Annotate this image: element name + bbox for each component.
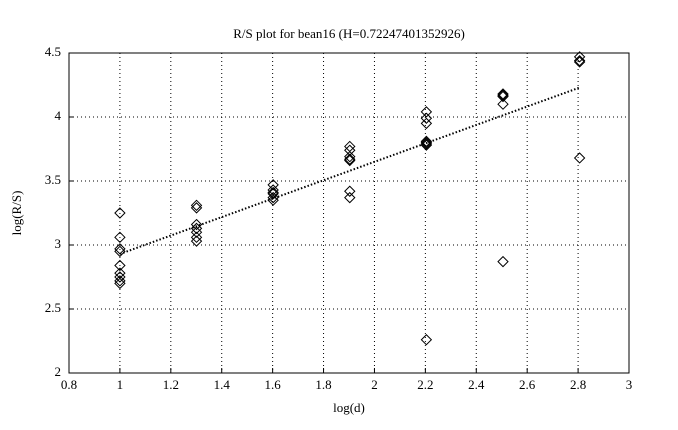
- point: [344, 140, 356, 153]
- x-tick-label: 2.2: [417, 377, 433, 392]
- y-tick-label: 4: [55, 108, 62, 123]
- point: [573, 54, 586, 67]
- y-axis-label: log(R/S): [9, 191, 24, 236]
- point: [344, 191, 356, 204]
- point: [344, 150, 356, 163]
- point: [267, 186, 279, 199]
- point: [573, 51, 586, 63]
- point: [420, 117, 433, 130]
- point: [420, 112, 433, 124]
- point: [420, 334, 433, 346]
- y-tick-label: 3.5: [45, 172, 61, 187]
- y-tick-label: 3: [55, 236, 62, 251]
- point: [497, 255, 509, 268]
- point: [267, 188, 279, 200]
- point: [497, 90, 509, 103]
- point: [114, 275, 126, 287]
- plot-frame: [68, 52, 630, 374]
- point: [190, 226, 203, 238]
- y-tick-label: 2.5: [45, 300, 61, 315]
- point: [267, 194, 279, 206]
- point: [344, 153, 356, 165]
- point: [114, 231, 126, 244]
- point: [420, 135, 433, 148]
- point: [573, 152, 586, 164]
- point: [420, 106, 433, 118]
- point: [497, 89, 509, 101]
- x-axis-label: log(d): [333, 400, 365, 415]
- point: [190, 202, 203, 214]
- x-tick-label: 1.4: [214, 377, 231, 392]
- point: [114, 277, 126, 290]
- point: [190, 231, 203, 244]
- y-tick-label: 2: [55, 364, 62, 379]
- point: [497, 98, 509, 110]
- x-tick-label: 2.8: [570, 377, 586, 392]
- x-tick-label: 1.2: [163, 377, 179, 392]
- point: [114, 271, 126, 283]
- x-tick-label: 2.4: [468, 377, 485, 392]
- point: [267, 191, 279, 204]
- point: [344, 154, 356, 167]
- point: [114, 207, 126, 219]
- point: [190, 199, 203, 212]
- x-tick-label: 3: [626, 377, 633, 392]
- chart-title: R/S plot for bean16 (H=0.72247401352926): [233, 26, 465, 41]
- point: [190, 218, 203, 231]
- x-tick-label: 2.6: [519, 377, 536, 392]
- x-tick-label: 0.8: [61, 377, 77, 392]
- point: [114, 245, 126, 258]
- x-tick-label: 1.8: [315, 377, 331, 392]
- y-tick-label: 4.5: [45, 44, 61, 59]
- x-tick-label: 1: [117, 377, 124, 392]
- point: [190, 235, 203, 247]
- fit-line: [119, 86, 580, 255]
- point: [344, 185, 356, 197]
- point: [114, 259, 126, 272]
- point: [573, 56, 586, 68]
- point: [267, 179, 279, 191]
- x-tick-label: 2: [371, 377, 378, 392]
- x-tick-label: 1.6: [265, 377, 282, 392]
